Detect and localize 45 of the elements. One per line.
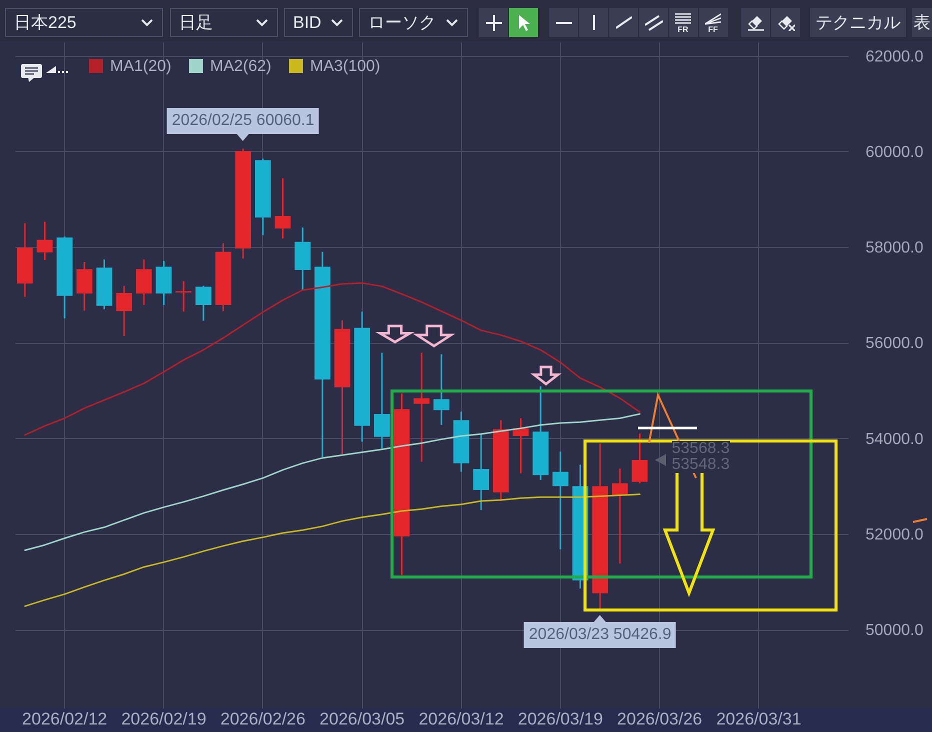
candlestick <box>116 285 132 337</box>
interval-dropdown: 日足 <box>170 8 278 37</box>
candlestick <box>36 221 53 261</box>
y-tick-label: 54000.0 <box>866 430 924 448</box>
annotation: 53548.3 <box>672 456 730 473</box>
callout: 2026/03/23 50426.9 <box>524 615 676 648</box>
candlestick <box>414 352 430 463</box>
candlestick <box>274 178 291 240</box>
symbol-dropdown: 日本225 <box>5 8 163 37</box>
y-tick-label: 58000.0 <box>866 240 924 257</box>
legend-label: MA1(20) <box>110 58 172 75</box>
annotation: 2026/03/23 50426.9 <box>524 622 676 648</box>
x-tick-label: 2026/03/26 <box>617 710 702 728</box>
candlestick <box>176 280 192 312</box>
candlestick <box>552 450 568 550</box>
line-series <box>24 282 640 436</box>
candlestick <box>473 433 490 511</box>
chart-title: 日本225 <box>14 13 76 32</box>
x-tick-label: 2026/03/05 <box>320 710 405 728</box>
x-tick-label: 2026/02/26 <box>220 710 306 728</box>
annotation: 2026/02/25 60060.1 <box>166 108 320 134</box>
x-tick-label: 2026/02/12 <box>22 710 108 728</box>
candlestick <box>433 353 450 426</box>
legend-label: MA2(62) <box>210 58 272 75</box>
candlestick <box>632 432 648 484</box>
y-tick-label: 50000.0 <box>866 622 924 640</box>
price-dropdown: BID <box>284 8 353 37</box>
y-tick-label: 62000.0 <box>866 48 924 66</box>
table-button: 表 <box>912 8 932 37</box>
technical-button: テクニカル <box>810 8 906 37</box>
candlestick <box>612 468 628 564</box>
chart-style-dropdown: ローソク <box>359 8 468 37</box>
x-tick-label: 2026/02/19 <box>121 710 206 728</box>
candlestick <box>374 352 390 450</box>
line-series <box>24 413 640 551</box>
x-tick-label: 2026/03/19 <box>518 710 603 728</box>
y-tick-label: 60000.0 <box>866 144 924 161</box>
y-tick-label: 52000.0 <box>866 526 924 544</box>
annotation: 53568.3 <box>672 440 730 457</box>
x-tick-label: 2026/03/12 <box>418 710 504 728</box>
callout: 2026/02/25 60060.1 <box>166 108 320 141</box>
legend-label: MA3(100) <box>310 58 380 75</box>
x-tick-label: 2026/03/31 <box>716 710 802 728</box>
y-tick-label: 56000.0 <box>866 335 924 352</box>
candlestick <box>195 285 212 322</box>
